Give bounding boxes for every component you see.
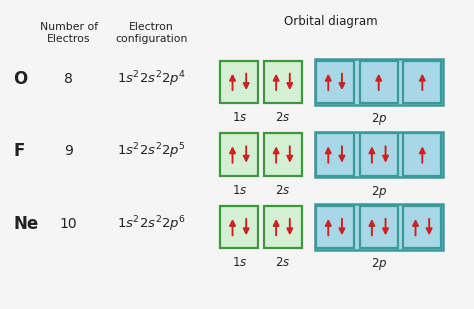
Text: Electron
configuration: Electron configuration [116, 22, 188, 44]
Text: $2s$: $2s$ [275, 111, 291, 124]
Text: $2s$: $2s$ [275, 184, 291, 197]
Text: $1s^{2}2s^{2}2p^{6}$: $1s^{2}2s^{2}2p^{6}$ [117, 214, 186, 234]
Bar [264, 61, 302, 103]
Bar [315, 204, 443, 250]
Bar [403, 133, 441, 176]
Bar [220, 206, 258, 248]
Bar [360, 133, 398, 176]
Text: O: O [13, 70, 27, 88]
Text: Orbital diagram: Orbital diagram [284, 15, 378, 28]
Text: Ne: Ne [13, 215, 38, 233]
Bar [220, 133, 258, 176]
Bar [315, 59, 443, 105]
Bar [315, 132, 443, 177]
Text: Number of
Electros: Number of Electros [40, 22, 98, 44]
Text: $2p$: $2p$ [371, 184, 387, 200]
Bar [403, 206, 441, 248]
Bar [360, 61, 398, 103]
Text: $2s$: $2s$ [275, 256, 291, 269]
Bar [264, 133, 302, 176]
Bar [360, 206, 398, 248]
Bar [316, 61, 354, 103]
Bar [220, 61, 258, 103]
Text: 10: 10 [60, 217, 78, 231]
Text: $1s$: $1s$ [232, 111, 247, 124]
Text: $2p$: $2p$ [371, 111, 387, 127]
Text: $1s^{2}2s^{2}2p^{5}$: $1s^{2}2s^{2}2p^{5}$ [118, 142, 186, 161]
Text: 9: 9 [64, 144, 73, 159]
Text: $1s$: $1s$ [232, 256, 247, 269]
Bar [316, 206, 354, 248]
Bar [316, 133, 354, 176]
Text: $1s$: $1s$ [232, 184, 247, 197]
Text: F: F [13, 142, 25, 160]
Text: $1s^{2}2s^{2}2p^{4}$: $1s^{2}2s^{2}2p^{4}$ [117, 69, 186, 89]
Text: $2p$: $2p$ [371, 256, 387, 272]
Bar [264, 206, 302, 248]
Text: 8: 8 [64, 72, 73, 86]
Bar [403, 61, 441, 103]
